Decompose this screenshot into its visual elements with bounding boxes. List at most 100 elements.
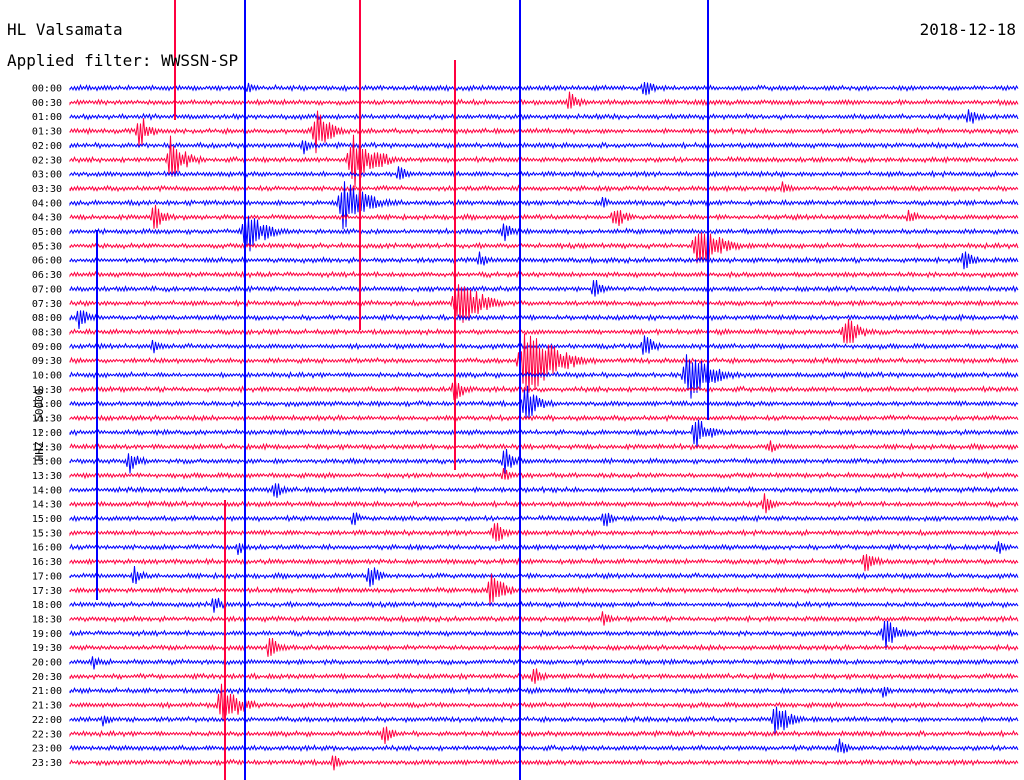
trace-0300 (69, 166, 1019, 180)
trace-2000 (69, 656, 1019, 670)
time-tick-label: 03:30 (32, 184, 62, 195)
time-tick-label: 08:00 (32, 313, 62, 324)
time-tick-label: 11:00 (32, 399, 62, 410)
channel-axis-label: HHZ - 50000 (32, 388, 46, 462)
time-tick-label: 11:30 (32, 414, 62, 425)
time-tick-label: 04:00 (32, 198, 62, 209)
time-tick-label: 14:00 (32, 485, 62, 496)
trace-2030 (69, 668, 1019, 684)
time-tick-label: 16:30 (32, 557, 62, 568)
trace-0400 (69, 181, 1019, 230)
time-tick-label: 23:00 (32, 744, 62, 755)
time-tick-label: 15:30 (32, 528, 62, 539)
time-tick-label: 09:30 (32, 356, 62, 367)
trace-1330 (69, 468, 1019, 480)
trace-1230 (69, 440, 1019, 453)
trace-1000 (69, 354, 1019, 399)
time-tick-label: 02:00 (32, 141, 62, 152)
trace-1100 (69, 385, 1019, 418)
trace-1200 (69, 419, 1019, 449)
time-tick-labels: 00:00 00:30 01:00 01:30 02:00 02:30 03:00 03:30… (32, 84, 62, 769)
time-tick-label: 19:00 (32, 629, 62, 640)
time-tick-label: 05:30 (32, 241, 62, 252)
time-tick-label: 08:30 (32, 327, 62, 338)
trace-1830 (69, 611, 1019, 626)
trace-1130 (69, 413, 1019, 423)
time-tick-label: 15:00 (32, 514, 62, 525)
trace-0600 (69, 251, 1019, 270)
trace-1800 (69, 597, 1019, 613)
time-tick-label: 02:30 (32, 155, 62, 166)
time-tick-label: 00:00 (32, 84, 62, 95)
time-tick-label: 01:30 (32, 127, 62, 138)
time-tick-label: 21:30 (32, 701, 62, 712)
time-tick-label: 20:30 (32, 672, 62, 683)
trace-0200 (69, 140, 1019, 155)
trace-1900 (69, 620, 1019, 650)
trace-2230 (69, 726, 1019, 744)
record-date: 2018-12-18 (919, 20, 1016, 39)
trace-1300 (69, 448, 1019, 474)
trace-0630 (69, 270, 1019, 279)
time-tick-label: 13:00 (32, 457, 62, 468)
trace-0930 (69, 333, 1019, 393)
trace-0830 (69, 318, 1019, 344)
trace-0000 (69, 81, 1019, 96)
station-name: HL Valsamata (7, 20, 123, 39)
trace-0330 (69, 181, 1019, 193)
time-tick-label: 16:00 (32, 543, 62, 554)
time-tick-label: 18:00 (32, 600, 62, 611)
time-tick-label: 17:30 (32, 586, 62, 597)
trace-1930 (69, 638, 1019, 657)
time-tick-label: 10:00 (32, 371, 62, 382)
trace-layer (69, 0, 1019, 780)
trace-0430 (69, 204, 1019, 229)
trace-1030 (69, 380, 1019, 401)
trace-1430 (69, 493, 1019, 514)
trace-1730 (69, 573, 1019, 605)
trace-1700 (69, 565, 1019, 587)
time-tick-label: 13:30 (32, 471, 62, 482)
time-tick-label: 12:30 (32, 442, 62, 453)
trace-0230 (69, 134, 1019, 188)
time-tick-label: 07:30 (32, 299, 62, 310)
time-tick-label: 19:30 (32, 643, 62, 654)
trace-2300 (69, 738, 1019, 754)
time-tick-label: 12:00 (32, 428, 62, 439)
time-tick-label: 14:30 (32, 500, 62, 511)
trace-2200 (69, 706, 1019, 734)
time-tick-label: 06:30 (32, 270, 62, 281)
time-tick-label: 21:00 (32, 686, 62, 697)
time-tick-label: 22:30 (32, 729, 62, 740)
trace-0800 (69, 310, 1019, 329)
time-tick-label: 20:00 (32, 658, 62, 669)
trace-2130 (69, 683, 1019, 721)
time-tick-label: 04:30 (32, 213, 62, 224)
time-tick-label: 10:30 (32, 385, 62, 396)
time-tick-label: 17:00 (32, 571, 62, 582)
trace-0700 (69, 280, 1019, 297)
time-tick-label: 00:30 (32, 98, 62, 109)
trace-0500 (69, 215, 1019, 252)
trace-1400 (69, 483, 1019, 498)
trace-2100 (69, 686, 1019, 698)
trace-0130 (69, 110, 1019, 154)
time-tick-label: 09:00 (32, 342, 62, 353)
time-tick-label: 23:30 (32, 758, 62, 769)
time-tick-label: 22:00 (32, 715, 62, 726)
time-tick-label: 01:00 (32, 112, 62, 123)
trace-1500 (69, 512, 1019, 527)
trace-2330 (69, 755, 1019, 771)
applied-filter: Applied filter: WWSSN-SP (7, 51, 239, 70)
trace-0900 (69, 335, 1019, 355)
trace-1630 (69, 554, 1019, 572)
time-tick-label: 18:30 (32, 614, 62, 625)
trace-0730 (69, 284, 1019, 323)
trace-0030 (69, 91, 1019, 109)
trace-0100 (69, 109, 1019, 124)
time-tick-label: 05:00 (32, 227, 62, 238)
trace-0530 (69, 232, 1019, 264)
trace-1600 (69, 541, 1019, 555)
trace-1530 (69, 522, 1019, 542)
